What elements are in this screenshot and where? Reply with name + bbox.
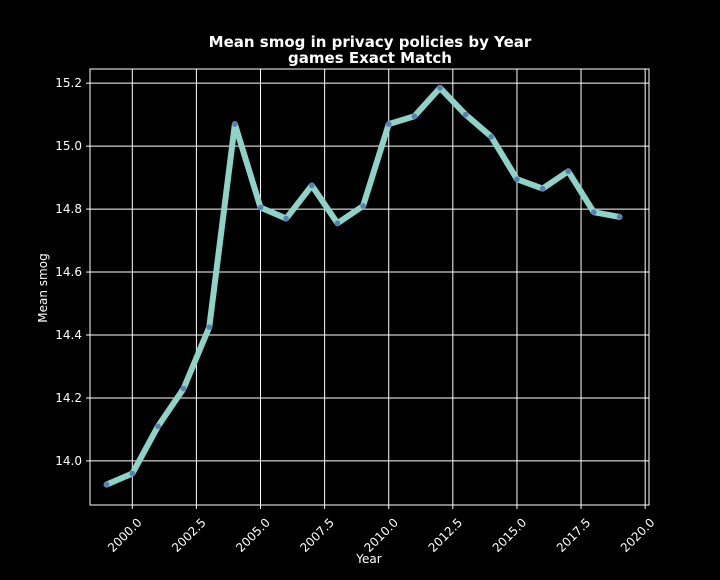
x-tick-label: 2015.0 [490, 515, 530, 555]
data-point [437, 85, 443, 91]
data-point [283, 215, 289, 222]
y-tick-label: 15.2 [55, 76, 82, 90]
x-tick-label: 2000.0 [105, 515, 145, 555]
y-axis-label: Mean smog [36, 253, 50, 322]
data-point [411, 113, 418, 120]
data-point [155, 423, 161, 430]
data-point [591, 209, 597, 216]
y-tick-label: 14.0 [55, 454, 82, 468]
tick-layer: 2000.0 2002.5 2005.0 2007.5 2010.0 2012.5 2015… [55, 76, 657, 555]
data-point [103, 481, 110, 488]
data-point [616, 214, 623, 220]
chart-title: Mean smog in privacy policies by Year [209, 33, 532, 51]
data-point [565, 168, 572, 175]
data-point [129, 470, 136, 477]
data-point [539, 185, 546, 192]
grid-layer [90, 69, 649, 505]
x-axis-label: Year [355, 552, 381, 566]
series-layer [103, 84, 623, 488]
x-tick-label: 2017.5 [554, 515, 594, 555]
chart-subtitle: games Exact Match [288, 49, 452, 67]
plot-frame [89, 68, 650, 506]
data-point [514, 176, 520, 182]
data-point [232, 121, 238, 127]
x-tick-label: 2007.5 [297, 515, 337, 555]
y-tick-label: 14.8 [55, 202, 82, 216]
series-line [103, 84, 623, 488]
x-tick-label: 2010.0 [361, 515, 401, 555]
data-point [385, 121, 392, 127]
data-point [334, 220, 341, 227]
data-point [309, 182, 315, 189]
data-point [488, 133, 495, 140]
y-tick-label: 14.6 [55, 265, 82, 279]
x-tick-label: 2005.0 [233, 515, 273, 555]
x-tick-label: 2020.0 [618, 515, 658, 555]
data-point [206, 324, 213, 330]
x-tick-label: 2002.5 [169, 515, 209, 555]
y-tick-label: 15.0 [55, 139, 82, 153]
x-tick-label: 2012.5 [426, 515, 466, 555]
y-tick-label: 14.4 [55, 328, 82, 342]
data-point [180, 385, 187, 392]
data-point [257, 204, 264, 211]
data-point [462, 111, 469, 118]
y-tick-label: 14.2 [55, 391, 82, 405]
data-point [360, 203, 366, 209]
